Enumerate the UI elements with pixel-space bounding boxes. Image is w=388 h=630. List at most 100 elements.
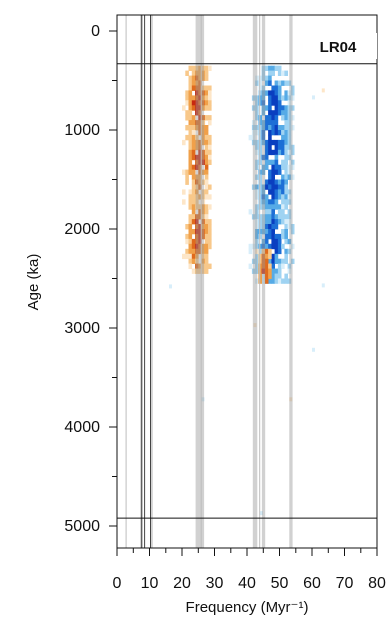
power-cell — [261, 130, 266, 136]
power-cell — [188, 105, 193, 111]
power-cell — [255, 100, 259, 106]
power-cell — [264, 243, 269, 250]
power-cell — [274, 233, 279, 240]
power-cell — [287, 209, 292, 215]
power-cell — [284, 174, 288, 180]
power-cell — [198, 224, 202, 230]
power-cell — [274, 95, 279, 101]
power-cell — [268, 139, 272, 146]
power-cell — [271, 115, 275, 121]
power-cell — [201, 115, 206, 121]
power-cell — [284, 164, 288, 170]
power-cell — [198, 214, 202, 220]
power-cell — [201, 134, 206, 141]
power-cell — [281, 199, 285, 205]
power-cell — [287, 115, 292, 121]
power-cell — [290, 258, 295, 264]
power-cell — [264, 164, 269, 170]
power-cell — [182, 139, 186, 146]
power-cell — [277, 238, 282, 245]
power-cell — [188, 194, 193, 200]
power-cell — [204, 174, 209, 180]
power-cell — [271, 179, 275, 185]
power-cell — [268, 199, 272, 205]
power-cell — [255, 194, 259, 200]
power-cell — [281, 115, 285, 121]
power-cell — [264, 115, 269, 121]
power-cell — [185, 70, 189, 76]
power-cell — [284, 134, 288, 141]
power-cell — [261, 65, 266, 71]
power-cell — [195, 184, 199, 190]
power-cell — [191, 209, 196, 215]
power-cell — [255, 130, 259, 136]
power-cell — [198, 100, 202, 106]
power-cell — [287, 219, 292, 225]
power-cell — [195, 164, 199, 170]
power-cell — [264, 233, 269, 240]
power-cell — [287, 144, 292, 151]
power-cell — [268, 75, 272, 81]
power-cell — [274, 243, 279, 250]
power-cell — [268, 174, 272, 180]
power-cell — [264, 184, 269, 190]
power-cell — [191, 125, 196, 131]
power-cell — [191, 169, 196, 175]
power-cell — [255, 164, 259, 170]
power-cell — [290, 164, 295, 170]
power-cell — [188, 189, 193, 195]
power-cell — [261, 214, 266, 220]
power-cell — [198, 144, 202, 151]
power-cell — [191, 184, 196, 190]
power-cell — [191, 100, 196, 106]
power-cell — [271, 268, 275, 274]
power-cell — [185, 174, 189, 180]
power-cell — [287, 110, 292, 116]
power-cell — [271, 258, 275, 264]
power-cell — [195, 90, 199, 96]
power-cell — [251, 268, 256, 274]
power-cell — [191, 268, 196, 274]
power-cell — [271, 214, 275, 220]
power-cell — [264, 149, 269, 156]
power-cell — [284, 110, 288, 116]
power-cell — [201, 154, 206, 161]
power-cell — [287, 139, 292, 146]
power-cell — [201, 90, 206, 96]
power-cell — [208, 219, 212, 225]
power-cells — [169, 65, 325, 516]
power-cell — [204, 125, 209, 131]
power-cell — [274, 199, 279, 205]
reference-band — [150, 15, 153, 548]
power-cell — [268, 233, 272, 240]
power-cell — [195, 248, 199, 255]
power-cell — [271, 233, 275, 240]
power-cell — [255, 184, 259, 190]
power-cell — [287, 174, 292, 180]
power-cell — [287, 120, 292, 126]
power-cell — [321, 283, 325, 288]
power-cell — [290, 125, 295, 131]
power-cell — [195, 233, 199, 240]
power-cell — [277, 164, 282, 170]
power-cell — [182, 169, 186, 175]
x-tick-label: 30 — [206, 575, 224, 592]
power-cell — [198, 154, 202, 161]
power-cell — [188, 65, 193, 71]
power-cell — [281, 243, 285, 250]
power-cell — [208, 243, 212, 250]
power-cell — [195, 229, 199, 235]
power-cell — [261, 268, 266, 274]
power-cell — [185, 248, 189, 255]
power-cell — [274, 105, 279, 111]
power-cell — [201, 397, 205, 402]
power-cell — [261, 105, 266, 111]
power-cell — [281, 149, 285, 156]
power-cell — [195, 70, 199, 76]
power-cell — [204, 229, 209, 235]
power-cell — [195, 253, 199, 260]
power-cell — [182, 253, 186, 260]
power-cell — [201, 105, 206, 111]
power-cell — [264, 125, 269, 131]
power-cell — [201, 248, 206, 255]
